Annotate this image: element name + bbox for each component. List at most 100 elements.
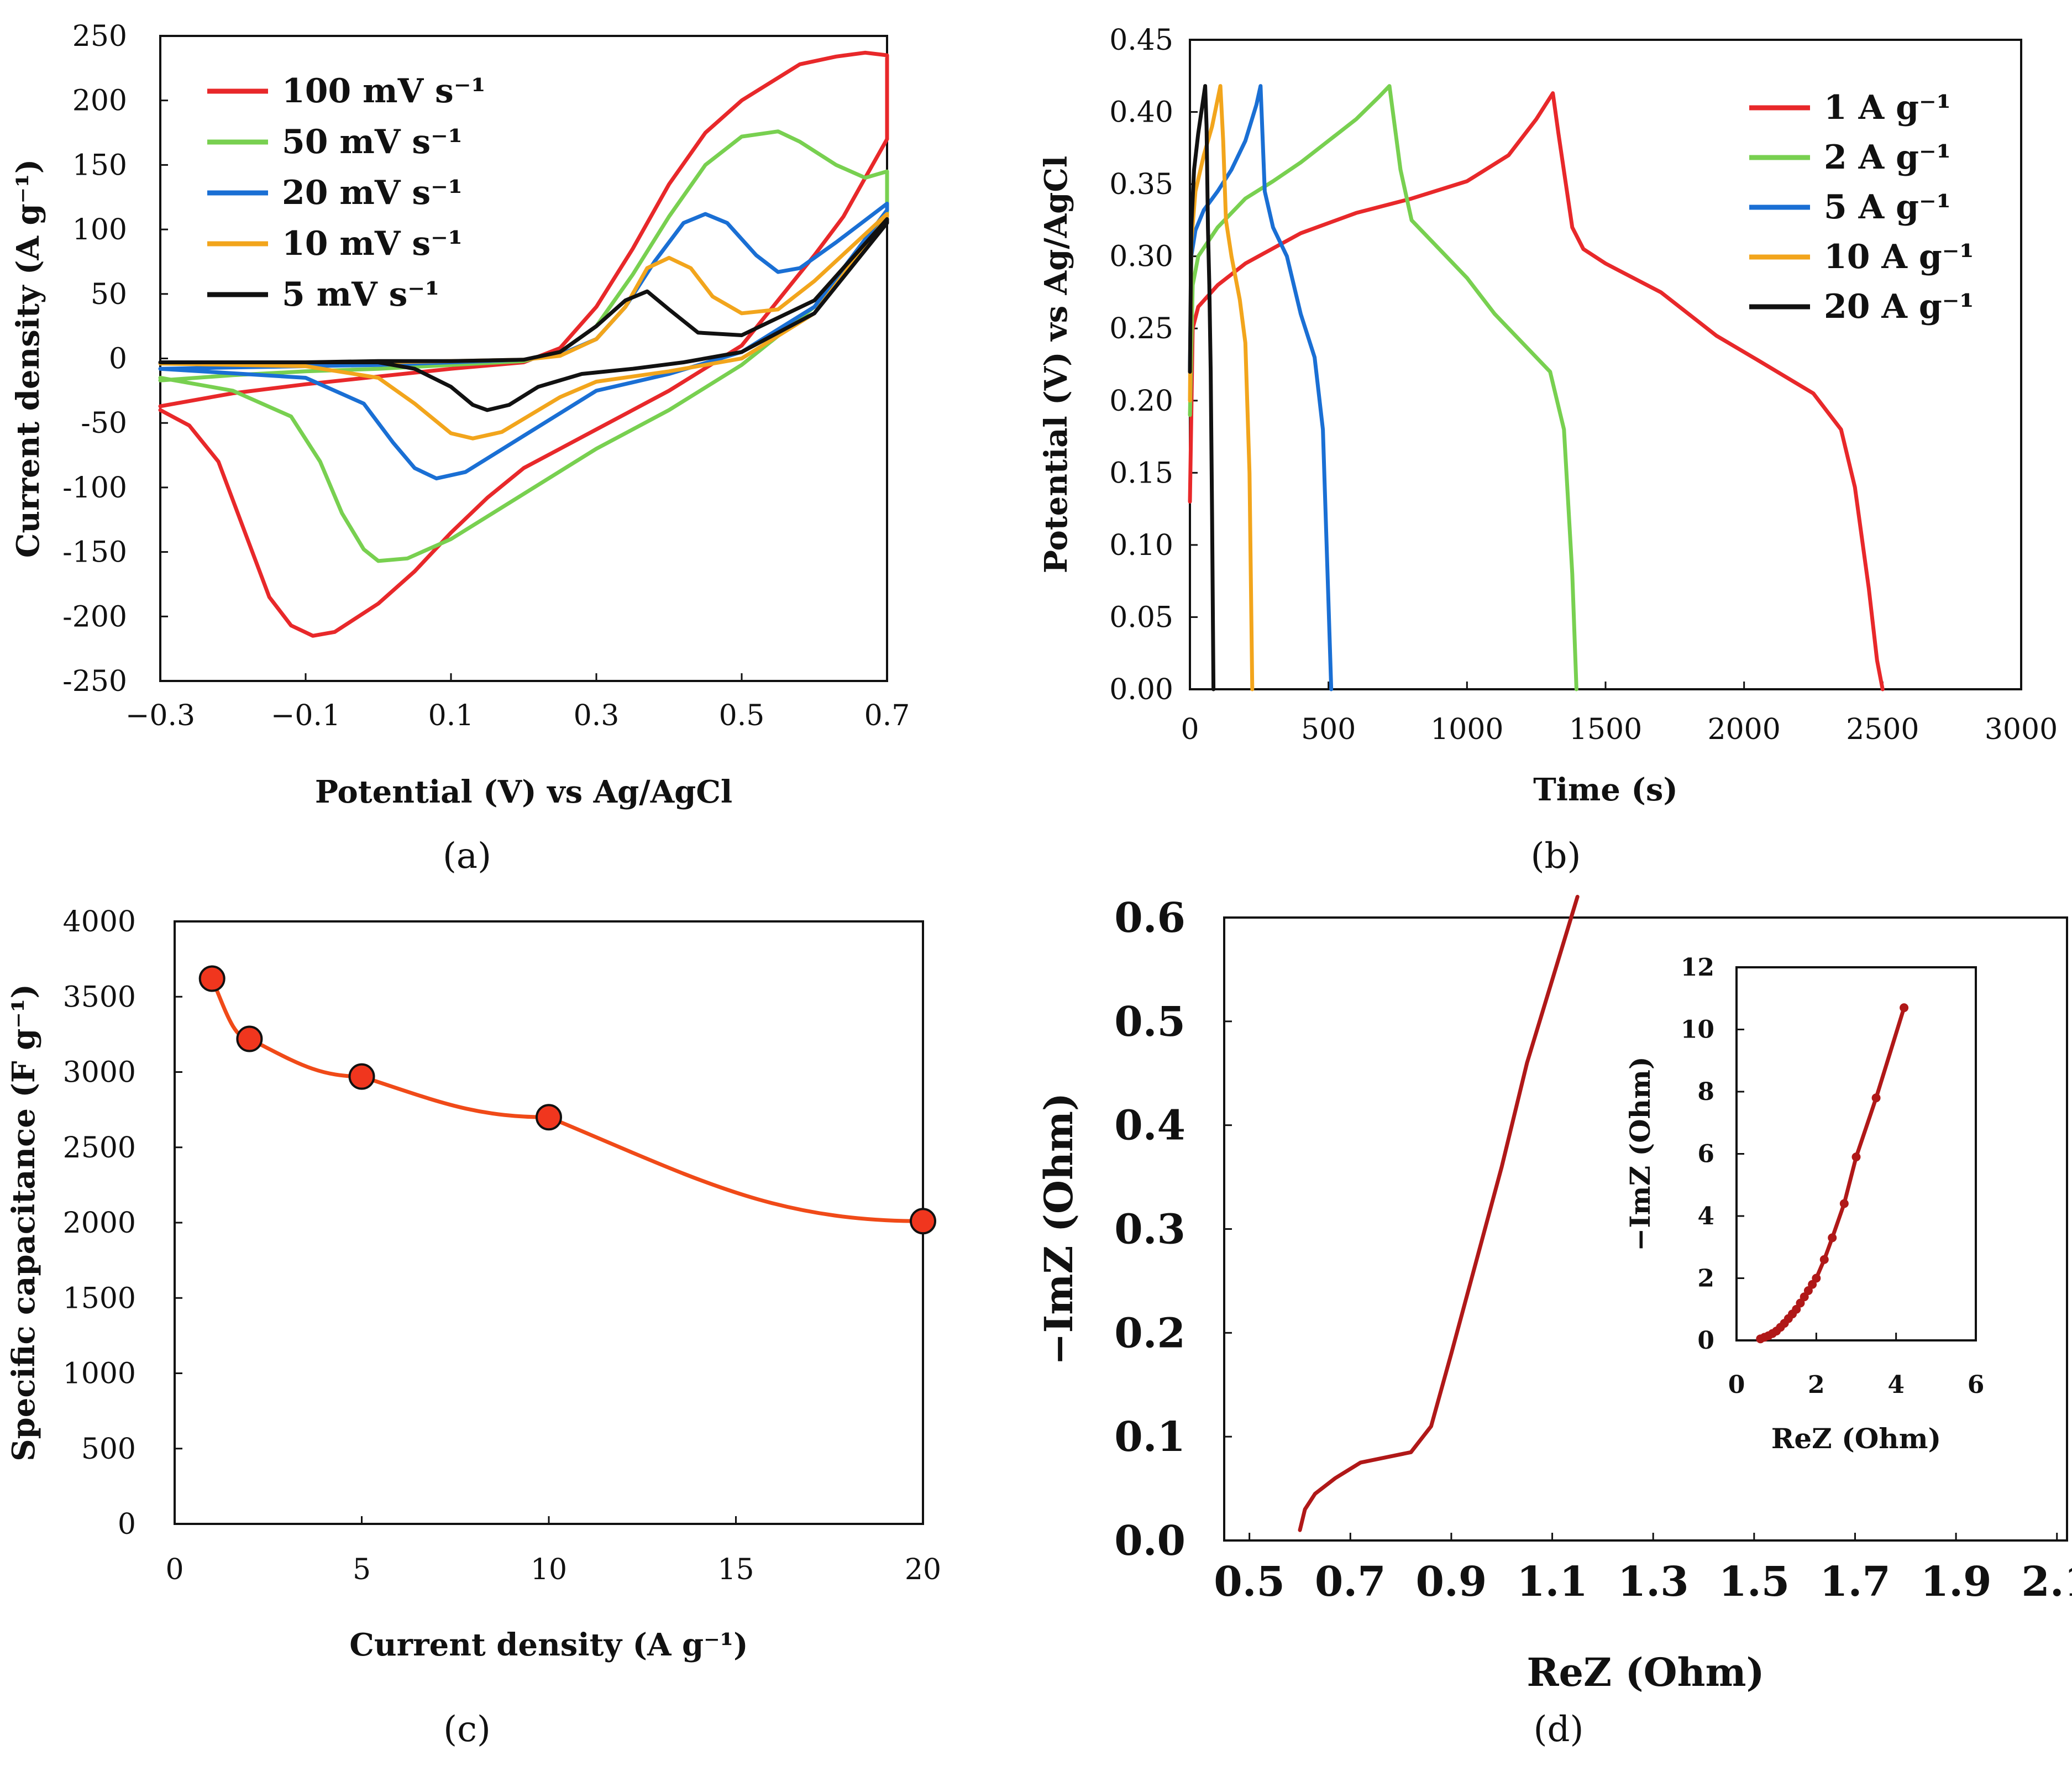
x-tick-label: 1000 [1430, 713, 1503, 746]
x-tick-label: 0.7 [1315, 1558, 1386, 1606]
series-line-0 [158, 50, 889, 638]
x-tick-label: 0.1 [428, 699, 474, 732]
inset-data-point [1812, 1274, 1821, 1283]
y-tick-label: -100 [62, 471, 127, 505]
inset-data-point [1851, 1152, 1861, 1162]
y-tick-label: 150 [72, 149, 127, 182]
legend-entry: 50 mV s⁻¹ [282, 123, 463, 161]
x-tick-label: 0.5 [1214, 1558, 1285, 1606]
x-tick-label: 1.3 [1618, 1558, 1689, 1606]
y-tick-label: 0.35 [1109, 168, 1173, 201]
panel-label: (d) [1534, 1709, 1584, 1750]
y-tick-label: 1000 [63, 1358, 136, 1391]
series-line-0 [1188, 91, 1885, 691]
y-tick-label: 10 [1681, 1016, 1714, 1044]
y-tick-label: 0.0 [1114, 1517, 1186, 1565]
y-tick-label: 2000 [63, 1207, 136, 1240]
x-tick-label: 6 [1968, 1371, 1985, 1399]
legend-entry: 20 mV s⁻¹ [282, 174, 463, 212]
x-tick-label: 0 [1181, 713, 1199, 746]
x-tick-label: 15 [717, 1553, 754, 1586]
x-tick-label: 0 [165, 1553, 183, 1586]
x-tick-label: 0.9 [1416, 1558, 1487, 1606]
x-tick-label: 2 [1808, 1371, 1825, 1399]
inset-data-point [1819, 1255, 1829, 1264]
panel-b-charge-discharge: 0 500 1000 1500 2000 2500 3000 0.00 0.05 0.10 0.15… [1038, 24, 2058, 877]
x-tick-label: 1.5 [1718, 1558, 1790, 1606]
y-tick-label: -200 [62, 600, 127, 633]
x-axis-label: ReZ (Ohm) [1527, 1649, 1764, 1695]
x-axis-label: Time (s) [1533, 772, 1678, 808]
x-tick-label: 0 [1728, 1371, 1745, 1399]
panel-a-cyclic-voltammetry: −0.3 −0.1 0.1 0.3 0.5 0.7 -250 -200 -150 -100 -50 0… [10, 20, 910, 877]
y-tick-label: 0 [1697, 1327, 1714, 1355]
y-tick-label: 12 [1681, 953, 1714, 982]
x-tick-label: 1.7 [1819, 1558, 1891, 1606]
y-tick-label: 0 [118, 1508, 136, 1541]
y-tick-label: 4000 [63, 905, 136, 939]
x-tick-label: 0.3 [574, 699, 620, 732]
x-tick-label: 1.1 [1517, 1558, 1588, 1606]
x-tick-label: 2000 [1707, 713, 1780, 746]
y-tick-label: 100 [72, 213, 127, 247]
inset-data-point [1828, 1233, 1837, 1243]
y-tick-label: 4 [1697, 1202, 1714, 1230]
y-tick-label: 3500 [63, 981, 136, 1014]
y-tick-label: 0.4 [1114, 1102, 1186, 1150]
y-tick-label: 50 [91, 278, 127, 311]
y-axis-label: Specific capacitance (F g⁻¹) [6, 984, 42, 1461]
x-tick-label: 2.1 [2021, 1558, 2072, 1606]
data-point [236, 1025, 263, 1052]
legend-entry: 2 A g⁻¹ [1824, 138, 1951, 177]
panel-label: (c) [443, 1709, 491, 1750]
y-tick-label: -50 [81, 407, 127, 440]
y-tick-label: 0.00 [1109, 673, 1173, 706]
x-tick-label: 1500 [1569, 713, 1642, 746]
x-tick-label: 1.9 [1921, 1558, 1992, 1606]
y-tick-label: 0.45 [1109, 24, 1173, 57]
panel-label: (b) [1531, 836, 1581, 877]
y-tick-label: 250 [72, 20, 127, 53]
y-tick-label: 3000 [63, 1056, 136, 1089]
y-tick-label: 0.6 [1114, 894, 1186, 942]
y-tick-label: 0.2 [1114, 1309, 1186, 1357]
series-line-2 [158, 201, 889, 481]
series-line-0 [1298, 894, 1580, 1532]
plot-frame [174, 920, 924, 1525]
y-axis-label: Current density (A g⁻¹) [10, 159, 46, 558]
y-axis-label: −ImZ (Ohm) [1624, 1056, 1656, 1251]
legend-entry: 1 A g⁻¹ [1824, 88, 1951, 127]
y-tick-label: 0.1 [1114, 1413, 1186, 1461]
legend-entry: 5 mV s⁻¹ [282, 275, 439, 314]
y-tick-label: 8 [1697, 1078, 1714, 1106]
y-tick-label: 200 [72, 85, 127, 118]
y-tick-label: -150 [62, 536, 127, 569]
x-axis-label: Potential (V) vs Ag/AgCl [315, 774, 732, 810]
data-point [536, 1104, 562, 1131]
x-tick-label: 0.5 [719, 699, 765, 732]
panel-c-specific-capacitance: 0 5 10 15 20 0 500 1000 1500 2000 2500 3000 3500 4000… [6, 905, 941, 1750]
y-tick-label: 2 [1697, 1265, 1714, 1293]
inset-data-point [1839, 1199, 1849, 1208]
y-tick-label: 0.5 [1114, 998, 1186, 1046]
x-tick-label: 10 [531, 1553, 567, 1586]
series-line-1 [158, 129, 889, 563]
x-axis-label: ReZ (Ohm) [1771, 1422, 1941, 1455]
inset-data-point [1871, 1093, 1881, 1103]
legend-entry: 100 mV s⁻¹ [282, 72, 486, 111]
y-tick-label: 0.40 [1109, 96, 1173, 129]
y-tick-label: 6 [1697, 1140, 1714, 1168]
series-line-4 [158, 217, 889, 412]
x-tick-label: 3000 [1985, 713, 2058, 746]
legend-entry: 10 mV s⁻¹ [282, 224, 463, 263]
data-point [910, 1208, 936, 1235]
y-tick-label: 0.25 [1109, 312, 1173, 345]
series-line-0 [210, 977, 925, 1223]
y-tick-label: 0.10 [1109, 529, 1173, 562]
y-tick-label: 0.05 [1109, 601, 1173, 634]
x-tick-label: 0.7 [864, 699, 910, 732]
y-tick-label: 0.15 [1109, 457, 1173, 490]
x-tick-label: 4 [1887, 1371, 1905, 1399]
panel-label: (a) [443, 836, 491, 877]
